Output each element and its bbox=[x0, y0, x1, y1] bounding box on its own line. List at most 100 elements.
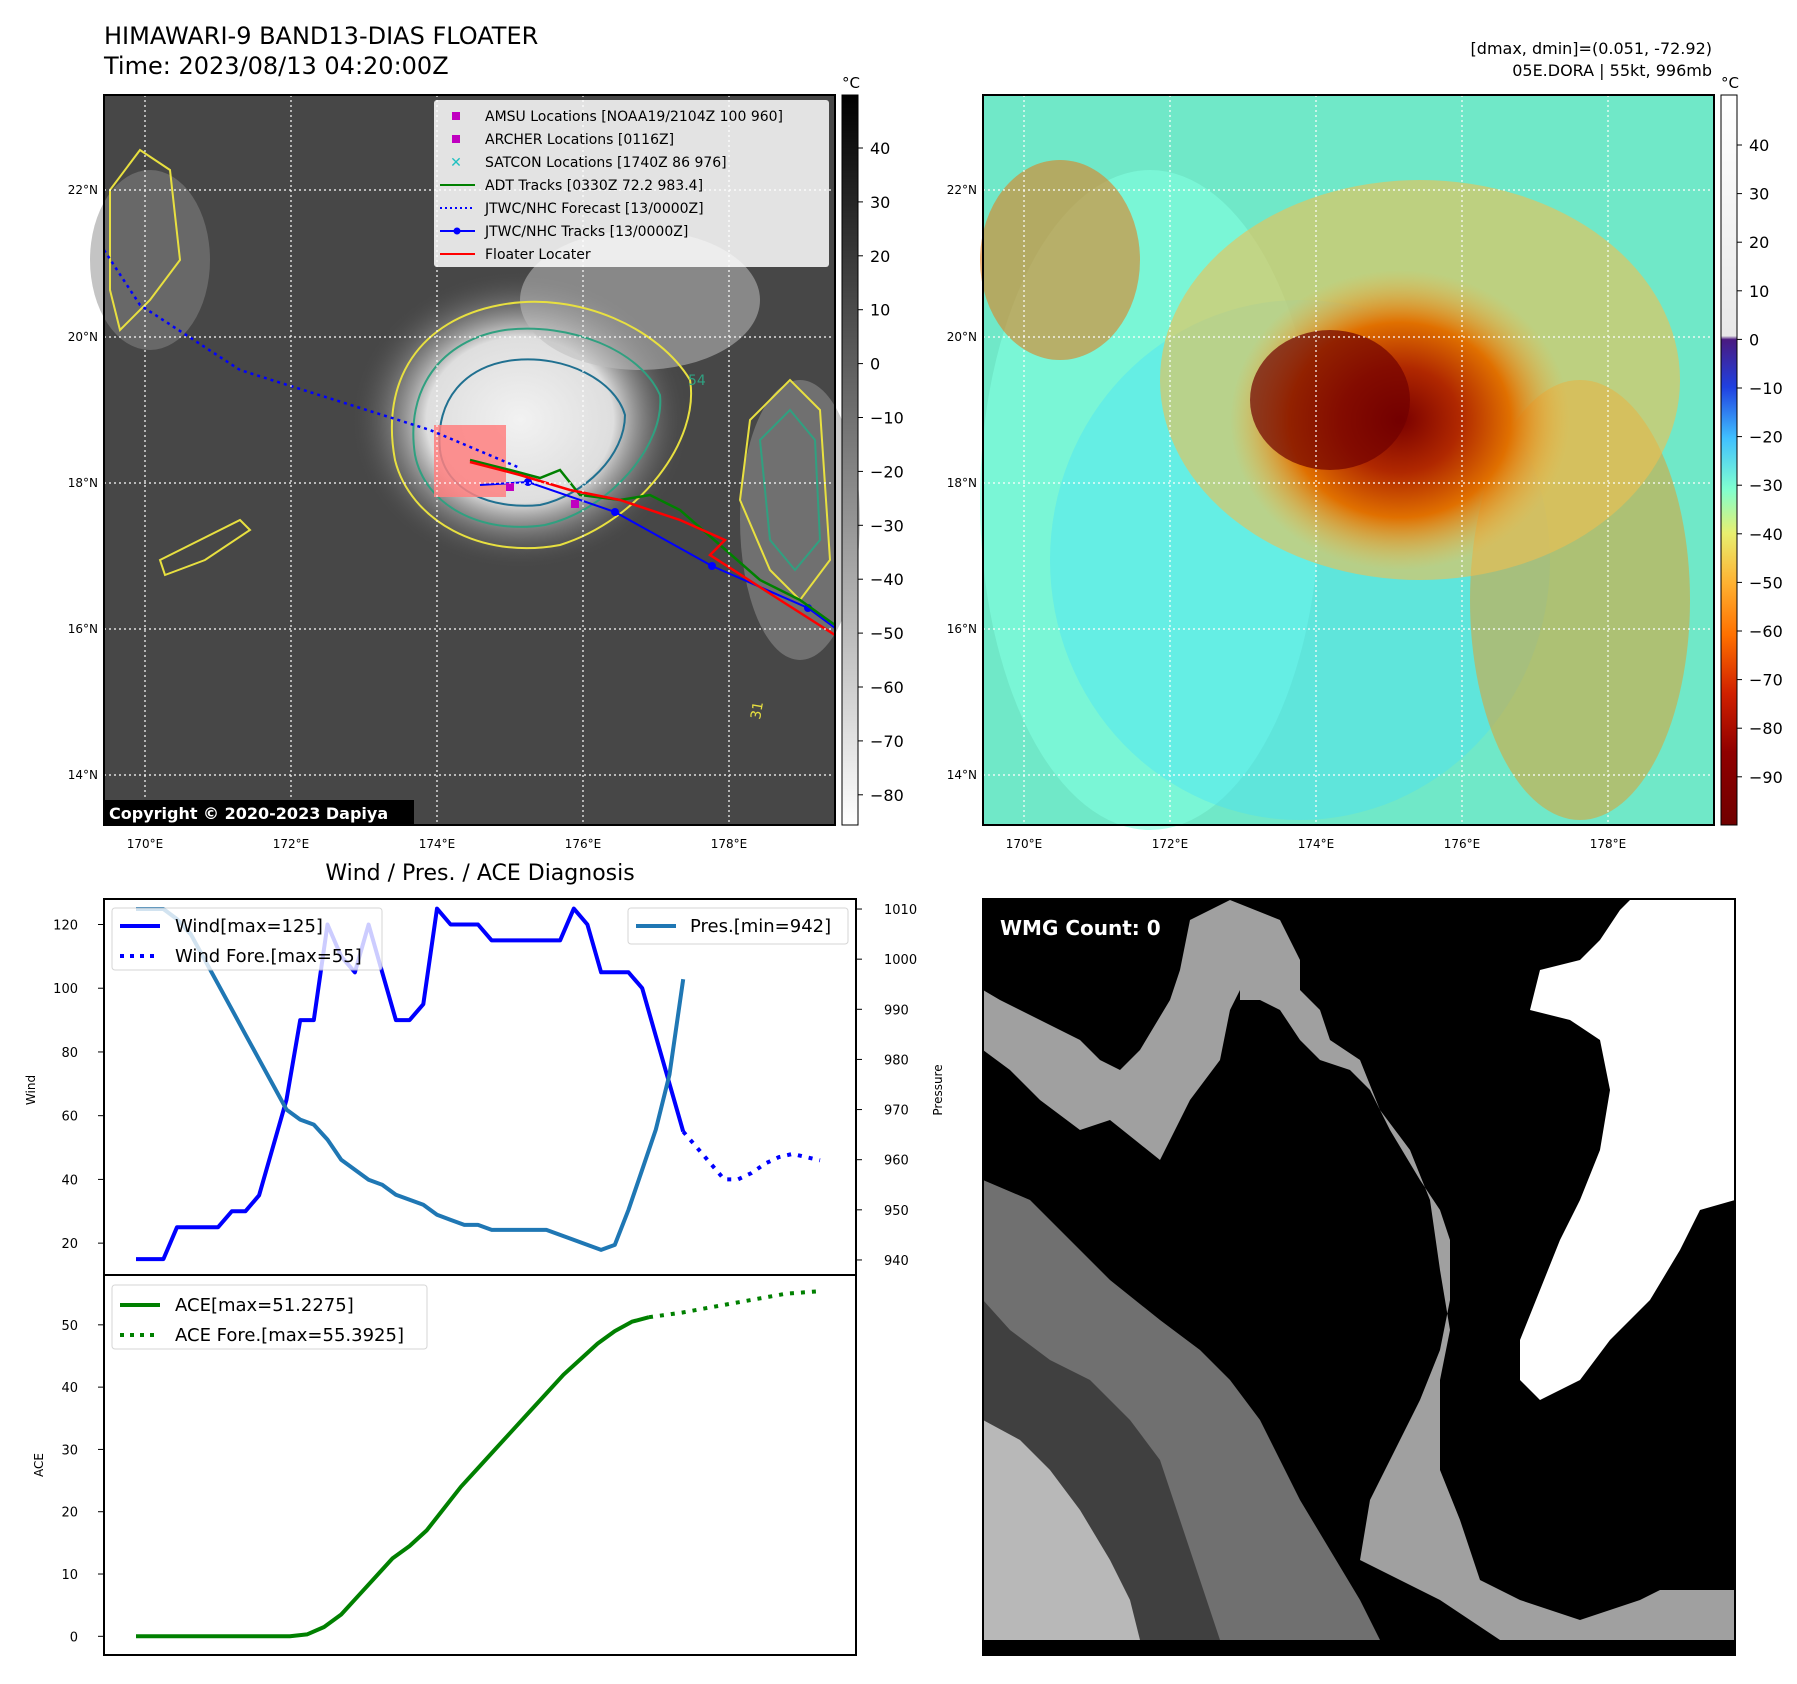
wind-axis-label: Wind bbox=[24, 1075, 38, 1105]
ace-legend: ACE[max=51.2275] ACE Fore.[max=55.3925] bbox=[111, 1284, 428, 1350]
color-colorbar-tick-label: −90 bbox=[1749, 768, 1783, 787]
ace-forecast-series-line bbox=[648, 1289, 821, 1320]
lon-label: 176°E bbox=[1444, 837, 1481, 851]
copyright: Copyright © 2020-2023 Dapiya bbox=[109, 804, 388, 823]
grayscale-satellite-map: 54 31 AMSU Locatio bbox=[68, 94, 860, 851]
lat-label: 18°N bbox=[68, 476, 98, 490]
color-colorbar-tick-label: −10 bbox=[1749, 379, 1783, 398]
amsu-marker bbox=[506, 483, 514, 491]
gray-colorbar: °C 40 30 20 10 0 −10 −20 −30 −40 −50 −60 −70 −80 bbox=[841, 74, 904, 826]
lon-label: 174°E bbox=[419, 837, 456, 851]
color-colorbar-tick-label: −50 bbox=[1749, 573, 1783, 592]
figure-time: Time: 2023/08/13 04:20:00Z bbox=[103, 52, 449, 80]
ace-axis-tick-label: 20 bbox=[61, 1506, 78, 1521]
gray-colorbar-tick-label: −30 bbox=[870, 516, 904, 535]
pressure-axis-tick-label: 1010 bbox=[884, 903, 917, 918]
legend-satcon: SATCON Locations [1740Z 86 976] bbox=[485, 155, 727, 171]
gray-colorbar-tick-label: −10 bbox=[870, 409, 904, 428]
gray-colorbar-tick-label: −80 bbox=[870, 786, 904, 805]
wmg-panel: WMG Count: 0 bbox=[982, 898, 1736, 1656]
lon-label: 176°E bbox=[565, 837, 602, 851]
map-legend: AMSU Locations [NOAA19/2104Z 100 960] AR… bbox=[434, 100, 829, 267]
stats-line-2: 05E.DORA | 55kt, 996mb bbox=[1512, 61, 1712, 80]
gray-colorbar-tick-label: 30 bbox=[870, 193, 890, 212]
gray-colorbar-tick-label: 0 bbox=[870, 355, 880, 374]
pressure-axis-tick-label: 970 bbox=[884, 1104, 909, 1119]
legend-amsu: AMSU Locations [NOAA19/2104Z 100 960] bbox=[485, 109, 783, 125]
legend-wind-fore: Wind Fore.[max=55] bbox=[175, 946, 362, 967]
chart-title: Wind / Pres. / ACE Diagnosis bbox=[325, 861, 634, 886]
jtwc-forecast-track bbox=[102, 249, 521, 470]
color-colorbar-tick-label: −30 bbox=[1749, 476, 1783, 495]
lon-label: 178°E bbox=[711, 837, 748, 851]
jtwc-track-point bbox=[708, 562, 716, 570]
gray-colorbar-unit: °C bbox=[842, 74, 860, 92]
map-grid bbox=[983, 95, 1714, 825]
lat-label: 20°N bbox=[68, 330, 98, 344]
color-colorbar-tick-label: −40 bbox=[1749, 525, 1783, 544]
gray-colorbar-tick-label: −50 bbox=[870, 624, 904, 643]
ace-axis-tick-label: 50 bbox=[61, 1319, 78, 1334]
adt-track bbox=[469, 458, 836, 627]
ace-axis-tick-label: 40 bbox=[61, 1381, 78, 1396]
lon-label: 172°E bbox=[1152, 837, 1189, 851]
lat-label: 18°N bbox=[947, 476, 977, 490]
legend-archer: ARCHER Locations [0116Z] bbox=[485, 132, 674, 148]
ace-series-line bbox=[136, 1315, 650, 1639]
contour-label-54: 54 bbox=[688, 373, 706, 389]
legend-wind: Wind[max=125] bbox=[175, 916, 323, 937]
legend-satcon-icon: ✕ bbox=[450, 155, 462, 171]
gray-colorbar-tick-label: 10 bbox=[870, 301, 890, 320]
lat-label: 16°N bbox=[947, 622, 977, 636]
pressure-axis-tick-label: 950 bbox=[884, 1204, 909, 1219]
copyright-box bbox=[104, 800, 414, 825]
lat-label: 14°N bbox=[947, 768, 977, 782]
legend-amsu-icon bbox=[452, 112, 460, 120]
wind-series-line bbox=[136, 906, 686, 1262]
legend-pressure: Pres.[min=942] bbox=[690, 916, 831, 937]
wind-axis-tick-label: 60 bbox=[61, 1110, 78, 1125]
lat-label: 22°N bbox=[68, 183, 98, 197]
pressure-axis-tick-label: 980 bbox=[884, 1053, 909, 1068]
ace-axis-tick-label: 0 bbox=[70, 1630, 78, 1645]
legend-adt: ADT Tracks [0330Z 72.2 983.4] bbox=[485, 178, 703, 194]
pressure-axis-tick-label: 960 bbox=[884, 1154, 909, 1169]
lat-label: 14°N bbox=[68, 768, 98, 782]
pressure-axis-tick-label: 940 bbox=[884, 1254, 909, 1269]
pressure-axis-tick-label: 1000 bbox=[884, 953, 917, 968]
legend-ace-fore: ACE Fore.[max=55.3925] bbox=[175, 1325, 404, 1346]
lon-label: 172°E bbox=[273, 837, 310, 851]
gray-colorbar-tick-label: 20 bbox=[870, 247, 890, 266]
lon-label: 178°E bbox=[1590, 837, 1627, 851]
color-colorbar-unit: °C bbox=[1721, 74, 1739, 92]
color-colorbar-tick-label: −20 bbox=[1749, 428, 1783, 447]
pressure-series-line bbox=[136, 907, 686, 1252]
legend-ace: ACE[max=51.2275] bbox=[175, 1295, 354, 1316]
legend-tracks-dot-icon bbox=[453, 227, 461, 235]
diagnosis-chart: Wind / Pres. / ACE Diagnosis Wind Pressu… bbox=[24, 861, 945, 1656]
wind-axis-tick-label: 100 bbox=[53, 982, 78, 997]
color-colorbar: °C 40 30 20 10 0 −10 −20 −30 −40 −50 −60 −70 −80 −90 bbox=[1720, 74, 1783, 826]
color-colorbar-tick-label: −70 bbox=[1749, 671, 1783, 690]
gray-colorbar-tick-label: 40 bbox=[870, 139, 890, 158]
floater-track bbox=[469, 460, 836, 637]
gray-colorbar-tick-label: −60 bbox=[870, 678, 904, 697]
wmg-count: WMG Count: 0 bbox=[1000, 916, 1161, 940]
ace-axis-tick-label: 30 bbox=[61, 1443, 78, 1458]
gray-colorbar-tick-label: −70 bbox=[870, 732, 904, 751]
wind-forecast-series-line bbox=[681, 1130, 821, 1182]
color-colorbar-tick-label: −60 bbox=[1749, 622, 1783, 641]
lon-label: 170°E bbox=[127, 837, 164, 851]
pressure-legend: Pres.[min=942] bbox=[627, 907, 849, 945]
wind-legend: Wind[max=125] Wind Fore.[max=55] bbox=[111, 907, 383, 971]
stats-line-1: [dmax, dmin]=(0.051, -72.92) bbox=[1471, 39, 1712, 58]
wind-axis-tick-label: 20 bbox=[61, 1237, 78, 1252]
gray-colorbar-tick-label: −20 bbox=[870, 462, 904, 481]
color-colorbar-tick-label: 10 bbox=[1749, 282, 1769, 301]
color-colorbar-tick-label: 30 bbox=[1749, 185, 1769, 204]
wind-axis-tick-label: 40 bbox=[61, 1173, 78, 1188]
wind-axis-tick-label: 80 bbox=[61, 1046, 78, 1061]
color-colorbar-tick-label: 0 bbox=[1749, 330, 1759, 349]
legend-archer-icon bbox=[452, 135, 460, 143]
